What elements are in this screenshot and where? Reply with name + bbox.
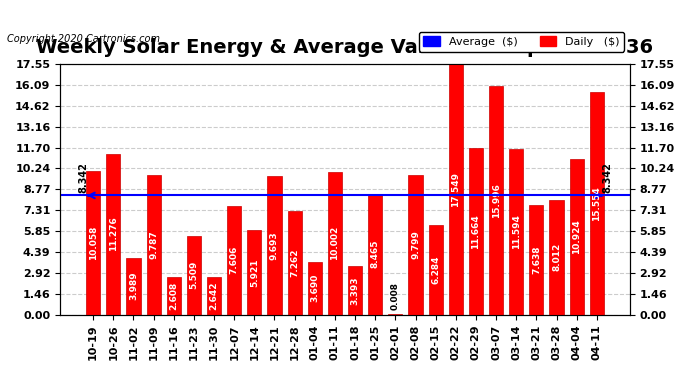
Text: 9.787: 9.787 xyxy=(149,230,158,259)
Bar xyxy=(227,206,242,315)
Text: 7.606: 7.606 xyxy=(230,246,239,274)
Bar xyxy=(247,230,262,315)
Bar xyxy=(207,277,221,315)
Bar xyxy=(167,277,181,315)
Bar xyxy=(348,266,362,315)
Bar xyxy=(489,86,503,315)
Bar xyxy=(448,64,463,315)
Bar xyxy=(86,171,100,315)
Text: 2.642: 2.642 xyxy=(210,281,219,310)
Bar xyxy=(469,148,483,315)
Bar xyxy=(529,206,544,315)
Bar xyxy=(106,154,120,315)
Bar xyxy=(146,175,161,315)
Bar xyxy=(308,262,322,315)
Text: 15.554: 15.554 xyxy=(592,186,602,221)
Bar xyxy=(590,93,604,315)
Bar xyxy=(549,200,564,315)
Text: 8.342: 8.342 xyxy=(78,162,88,193)
Bar xyxy=(570,159,584,315)
Text: 8.465: 8.465 xyxy=(371,240,380,268)
Text: 8.342: 8.342 xyxy=(602,162,612,193)
Text: 6.284: 6.284 xyxy=(431,255,440,284)
Text: 10.002: 10.002 xyxy=(331,226,339,260)
Bar xyxy=(509,149,523,315)
Text: 7.262: 7.262 xyxy=(290,249,299,277)
Text: Copyright 2020 Cartronics.com: Copyright 2020 Cartronics.com xyxy=(7,34,160,44)
Text: 11.664: 11.664 xyxy=(471,214,480,249)
Text: 2.608: 2.608 xyxy=(169,282,178,310)
Text: 5.509: 5.509 xyxy=(189,261,199,290)
Title: Weekly Solar Energy & Average Value Mon Apr 13 19:36: Weekly Solar Energy & Average Value Mon … xyxy=(37,38,653,57)
Text: 5.921: 5.921 xyxy=(250,258,259,286)
Bar xyxy=(408,175,422,315)
Text: 11.276: 11.276 xyxy=(109,217,118,251)
Bar xyxy=(368,194,382,315)
Bar xyxy=(187,236,201,315)
Text: 3.690: 3.690 xyxy=(310,274,319,302)
Text: 7.638: 7.638 xyxy=(532,246,541,274)
Bar xyxy=(268,176,282,315)
Text: 10.058: 10.058 xyxy=(88,225,98,260)
Text: 3.989: 3.989 xyxy=(129,272,138,300)
Text: 17.549: 17.549 xyxy=(451,172,460,207)
Text: 9.799: 9.799 xyxy=(411,230,420,259)
Text: 8.012: 8.012 xyxy=(552,243,561,272)
Bar xyxy=(328,172,342,315)
Legend: Average  ($), Daily   ($): Average ($), Daily ($) xyxy=(419,32,624,52)
Bar xyxy=(288,211,302,315)
Bar xyxy=(126,258,141,315)
Bar xyxy=(428,225,443,315)
Text: 9.693: 9.693 xyxy=(270,231,279,260)
Text: 11.594: 11.594 xyxy=(512,214,521,249)
Text: 3.393: 3.393 xyxy=(351,276,359,304)
Text: 15.996: 15.996 xyxy=(491,183,501,218)
Text: 10.924: 10.924 xyxy=(572,219,581,254)
Text: 0.008: 0.008 xyxy=(391,282,400,310)
